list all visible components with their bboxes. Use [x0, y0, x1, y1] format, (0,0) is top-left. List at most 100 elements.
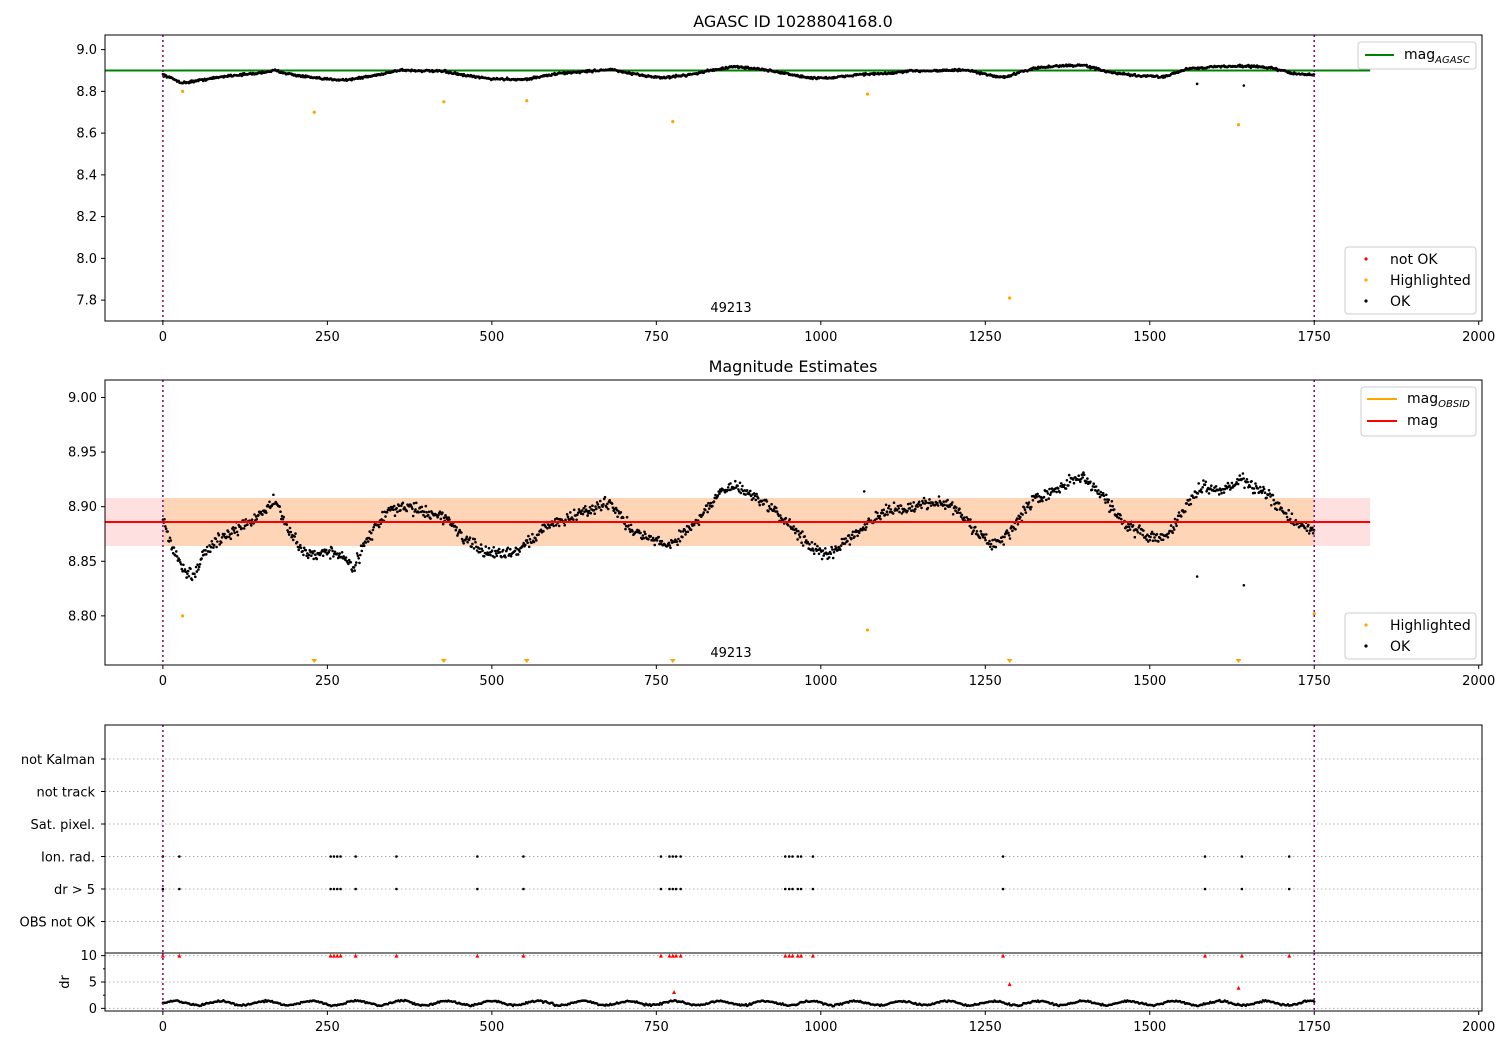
ok-point: [886, 513, 889, 516]
ok-point: [1271, 493, 1275, 497]
ok-point: [1139, 532, 1142, 535]
ok-point: [392, 504, 396, 508]
ok-point: [1254, 482, 1257, 485]
dr-over-5-point: [674, 953, 679, 958]
ok-point: [775, 506, 778, 510]
ok-point: [1125, 525, 1129, 529]
ok-point: [360, 549, 364, 553]
ok-point: [994, 545, 998, 549]
ok-point: [362, 544, 366, 547]
ok-point: [294, 532, 297, 535]
ok-point: [312, 557, 316, 561]
ok-point: [288, 526, 292, 530]
ok-point: [822, 554, 825, 557]
ok-point: [1042, 495, 1046, 499]
y-tick-label: 9.00: [68, 391, 97, 406]
ok-point: [336, 556, 340, 560]
ok-point: [546, 527, 549, 530]
ok-point: [259, 510, 263, 514]
ok-point: [978, 536, 982, 540]
ok-point: [527, 545, 531, 549]
ok-point: [1007, 534, 1011, 537]
highlighted-point: [865, 92, 870, 96]
ok-point: [465, 535, 469, 539]
ok-point: [285, 523, 289, 526]
ok-point: [480, 547, 484, 551]
y-tick-label: 8.6: [76, 127, 97, 142]
ok-point: [629, 523, 633, 527]
ok-point: [1290, 512, 1294, 515]
ok-point: [1015, 517, 1019, 520]
ok-point: [1039, 495, 1043, 499]
ok-point: [829, 552, 833, 555]
offscale-marker: [311, 659, 318, 663]
ok-point: [287, 533, 291, 536]
y-tick-label: 0: [89, 1002, 97, 1017]
x-tick-label: 1750: [1298, 330, 1331, 345]
ok-point: [1270, 504, 1273, 507]
ok-point: [542, 529, 545, 533]
ok-point: [1000, 540, 1004, 543]
ok-point: [1030, 505, 1033, 509]
legend-marker-swatch: [1364, 299, 1368, 303]
ok-point: [405, 509, 409, 513]
ok-point: [1036, 492, 1039, 496]
ok-point: [679, 530, 683, 533]
ok-point: [426, 513, 430, 517]
ok-point: [279, 510, 282, 513]
ok-point: [534, 537, 537, 540]
ok-point: [779, 516, 783, 520]
ok-point: [509, 547, 512, 551]
offscale-marker: [1235, 659, 1242, 663]
ok-point: [912, 501, 915, 504]
ok-point: [840, 537, 844, 541]
ok-point: [471, 542, 474, 546]
ok-point: [631, 530, 634, 533]
ok-point: [1263, 491, 1267, 495]
ok-point: [314, 553, 317, 556]
ok-point: [1269, 495, 1272, 498]
ok-point: [328, 549, 331, 552]
ok-point: [460, 537, 464, 541]
ok-point: [509, 554, 513, 558]
flag-point: [783, 887, 787, 891]
flag-point: [335, 855, 339, 858]
ok-point: [315, 557, 319, 561]
agasc-panel-title: AGASC ID 1028804168.0: [693, 12, 893, 31]
ok-point: [857, 531, 861, 535]
ok-point: [349, 561, 353, 564]
ok-point: [794, 531, 797, 535]
ok-point: [291, 538, 295, 542]
ok-point: [619, 511, 623, 514]
ok-point: [614, 506, 618, 510]
ok-point: [1060, 482, 1063, 485]
ok-point: [244, 518, 248, 521]
ok-point: [486, 553, 490, 556]
ok-point: [584, 505, 587, 508]
ok-point: [1275, 508, 1279, 512]
ok-point: [660, 539, 664, 543]
ok-point: [1023, 508, 1027, 512]
ok-point: [756, 496, 760, 500]
ok-point: [765, 500, 769, 503]
ok-point: [164, 525, 167, 528]
ok-point: [223, 532, 226, 536]
ok-point: [864, 528, 867, 532]
ok-point: [1255, 484, 1258, 488]
ok-point: [344, 556, 348, 559]
ok-point: [753, 494, 757, 498]
ok-point: [442, 516, 446, 519]
ok-point: [1019, 515, 1022, 519]
ok-point: [1241, 472, 1245, 475]
dr-point: [1226, 1000, 1229, 1003]
ok-point: [937, 495, 941, 498]
ok-point: [516, 553, 520, 556]
ok-point: [473, 537, 477, 541]
dr-point: [1007, 1002, 1011, 1005]
ok-point: [304, 548, 308, 552]
ok-point: [1102, 494, 1106, 498]
ok-point: [429, 517, 432, 520]
x-tick-label: 1750: [1298, 1020, 1331, 1035]
ok-point: [1201, 486, 1204, 489]
ok-point: [190, 578, 194, 582]
